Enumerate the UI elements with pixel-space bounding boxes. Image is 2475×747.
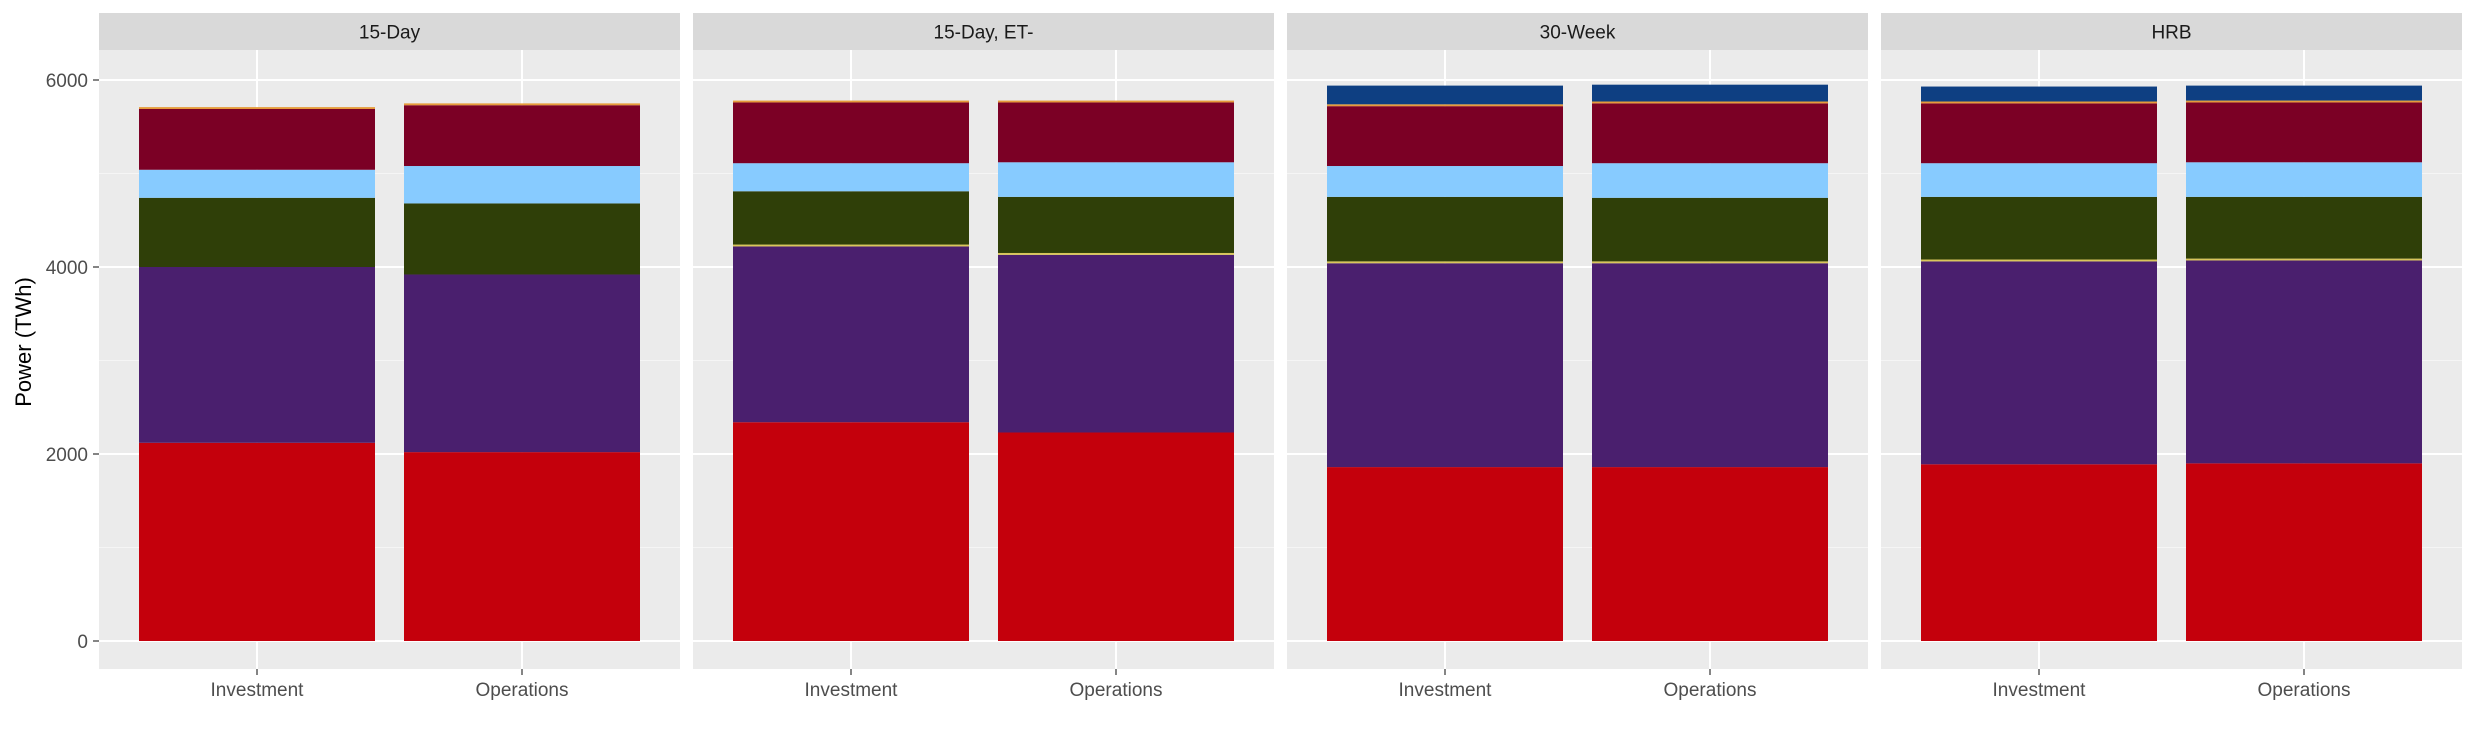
- bar-segment: [2186, 85, 2422, 101]
- bar-segment: [404, 274, 640, 453]
- facet-strip: [1881, 13, 2462, 50]
- bar-segment: [1327, 166, 1563, 197]
- bar-segment: [404, 203, 640, 275]
- facet-panels: 15-Day Investment Operations 15-Day, ET- Inv…: [99, 13, 2462, 701]
- facet-strip: [99, 13, 680, 50]
- bar-segment: [998, 196, 1234, 253]
- facet-strip: [693, 13, 1274, 50]
- facet-strip-label: 15-Day: [359, 23, 421, 44]
- bar-segment: [1592, 467, 1828, 641]
- bar-segment: [1592, 263, 1828, 468]
- bar-segment: [733, 191, 969, 245]
- bar-segment: [1592, 197, 1828, 262]
- bar-segment: [1592, 103, 1828, 164]
- facet-panel: HRB Investment Operations: [1881, 13, 2462, 701]
- facet-strip: [1287, 13, 1868, 50]
- bar-segment: [2186, 463, 2422, 641]
- bar-segment: [139, 108, 375, 170]
- y-tick-label: 4000: [46, 258, 88, 279]
- facet-strip-label: 15-Day, ET-: [934, 23, 1034, 44]
- x-tick-label: Operations: [1664, 680, 1757, 701]
- bar-segment: [1327, 85, 1563, 105]
- bar-segment: [404, 105, 640, 167]
- bar-segment: [998, 254, 1234, 433]
- bar-segment: [1327, 261, 1563, 264]
- facet-strip-label: HRB: [2151, 23, 2191, 44]
- bar-segment: [2186, 102, 2422, 163]
- bar-segment: [1327, 104, 1563, 107]
- bar-segment: [2186, 260, 2422, 464]
- x-tick-label: Operations: [1070, 680, 1163, 701]
- bar-segment: [1327, 106, 1563, 167]
- bar-segment: [1921, 261, 2157, 465]
- bar-segment: [1921, 101, 2157, 104]
- x-tick-label: Operations: [2258, 680, 2351, 701]
- bar-segment: [733, 102, 969, 164]
- x-tick-label: Operations: [476, 680, 569, 701]
- bar-segment: [1921, 163, 2157, 197]
- bar-segment: [2186, 100, 2422, 103]
- bar-segment: [1327, 467, 1563, 641]
- y-tick-label: 0: [77, 632, 88, 653]
- x-tick-label: Investment: [1993, 680, 2087, 701]
- bar-segment: [998, 432, 1234, 641]
- bar-segment: [733, 422, 969, 641]
- facet-strip-label: 30-Week: [1540, 23, 1616, 44]
- bar-segment: [1921, 196, 2157, 260]
- bar-segment: [139, 107, 375, 109]
- y-tick-label: 2000: [46, 445, 88, 466]
- y-axis-title: Power (TWh): [11, 277, 36, 407]
- bar-segment: [1592, 163, 1828, 198]
- bar-segment: [1921, 259, 2157, 262]
- bar-segment: [998, 102, 1234, 163]
- x-tick-label: Investment: [1399, 680, 1493, 701]
- bar-segment: [733, 163, 969, 192]
- bar-segment: [733, 100, 969, 103]
- bar-segment: [733, 246, 969, 423]
- bar-segment: [1592, 101, 1828, 104]
- facet-panel: 15-Day Investment Operations: [99, 13, 680, 701]
- x-tick-label: Investment: [211, 680, 305, 701]
- bar-segment: [1592, 261, 1828, 264]
- bar-segment: [998, 100, 1234, 103]
- bar-segment: [139, 197, 375, 267]
- bar-segment: [2186, 258, 2422, 261]
- bar-segment: [998, 162, 1234, 197]
- bar-segment: [1327, 196, 1563, 262]
- bar-segment: [2186, 162, 2422, 197]
- bar-segment: [139, 442, 375, 641]
- x-tick-label: Investment: [805, 680, 899, 701]
- bar-segment: [998, 252, 1234, 255]
- bar-segment: [1921, 86, 2157, 102]
- bar-segment: [1327, 263, 1563, 468]
- bar-segment: [1921, 464, 2157, 641]
- bar-segment: [733, 244, 969, 247]
- bar-segment: [2186, 196, 2422, 259]
- bar-segment: [1921, 103, 2157, 164]
- facet-panel: 15-Day, ET- Investment Operations: [693, 13, 1274, 701]
- bar-segment: [139, 169, 375, 198]
- bar-segment: [139, 267, 375, 443]
- y-tick-label: 6000: [46, 71, 88, 92]
- bar-segment: [404, 452, 640, 641]
- bar-segment: [1592, 84, 1828, 102]
- bar-segment: [404, 166, 640, 204]
- y-axis: 0 2000 4000 6000: [46, 71, 99, 653]
- facet-panel: 30-Week Investment Operations: [1287, 13, 1868, 701]
- bar-segment: [404, 103, 640, 106]
